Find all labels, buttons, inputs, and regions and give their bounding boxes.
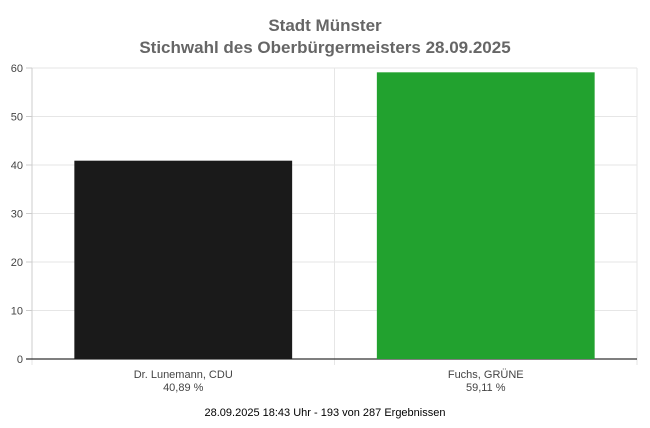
bars [74, 72, 595, 359]
bar [74, 160, 293, 359]
bar [376, 72, 595, 359]
y-tick-label: 0 [17, 354, 23, 366]
x-value-label: 59,11 % [466, 382, 506, 394]
chart-footer: 28.09.2025 18:43 Uhr - 193 von 287 Ergeb… [204, 407, 446, 419]
y-tick-label: 60 [11, 63, 23, 75]
y-tick-label: 30 [11, 209, 23, 221]
chart-title: Stadt Münster [268, 16, 382, 35]
x-value-label: 40,89 % [163, 382, 204, 394]
x-category-label: Fuchs, GRÜNE [448, 369, 524, 381]
y-tick-label: 20 [11, 257, 23, 269]
x-category-label: Dr. Lunemann, CDU [134, 369, 233, 381]
y-tick-label: 40 [11, 160, 23, 172]
y-tick-label: 50 [11, 112, 23, 124]
y-tick-label: 10 [11, 306, 23, 318]
chart-subtitle: Stichwahl des Oberbürgermeisters 28.09.2… [139, 38, 511, 57]
